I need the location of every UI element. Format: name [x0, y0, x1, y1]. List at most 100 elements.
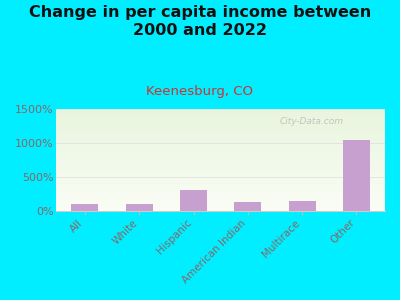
Bar — [71, 204, 98, 211]
Bar — [56, 109, 385, 110]
Text: Change in per capita income between
2000 and 2022: Change in per capita income between 2000… — [29, 4, 371, 38]
Bar — [56, 161, 385, 162]
Bar — [56, 164, 385, 165]
Text: City-Data.com: City-Data.com — [280, 117, 344, 126]
Bar — [56, 208, 385, 209]
Bar — [56, 110, 385, 111]
Bar — [56, 137, 385, 138]
Bar — [56, 142, 385, 143]
Bar — [56, 189, 385, 190]
Bar — [126, 204, 153, 211]
Bar — [56, 202, 385, 203]
Bar — [56, 121, 385, 122]
Bar — [56, 156, 385, 157]
Bar — [56, 143, 385, 144]
Bar — [56, 113, 385, 114]
Bar — [56, 116, 385, 117]
Bar — [56, 130, 385, 131]
Bar — [56, 178, 385, 179]
Bar — [56, 162, 385, 163]
Bar — [56, 140, 385, 141]
Bar — [56, 157, 385, 158]
Bar — [56, 203, 385, 204]
Bar — [56, 207, 385, 208]
Bar — [56, 167, 385, 168]
Bar — [56, 136, 385, 137]
Bar — [56, 159, 385, 160]
Bar — [56, 158, 385, 159]
Bar — [56, 138, 385, 139]
Bar — [56, 151, 385, 152]
Bar — [56, 125, 385, 126]
Bar — [56, 119, 385, 120]
Bar — [56, 187, 385, 188]
Bar — [56, 163, 385, 164]
Bar — [56, 154, 385, 155]
Bar — [56, 186, 385, 187]
Bar — [56, 180, 385, 181]
Bar — [56, 188, 385, 189]
Bar — [56, 129, 385, 130]
Bar — [56, 169, 385, 170]
Bar — [56, 176, 385, 177]
Bar — [56, 112, 385, 113]
Bar — [56, 183, 385, 184]
Bar — [56, 172, 385, 173]
Bar — [56, 185, 385, 186]
Bar — [56, 184, 385, 185]
Bar — [56, 147, 385, 148]
Bar — [56, 150, 385, 151]
Bar — [56, 171, 385, 172]
Bar — [56, 191, 385, 192]
Bar — [56, 115, 385, 116]
Bar — [56, 132, 385, 133]
Bar — [56, 204, 385, 205]
Bar — [56, 177, 385, 178]
Bar — [56, 145, 385, 146]
Bar — [56, 152, 385, 153]
Bar — [56, 148, 385, 149]
Bar — [56, 149, 385, 150]
Bar — [56, 209, 385, 210]
Bar — [56, 120, 385, 121]
Bar — [56, 175, 385, 176]
Bar — [56, 190, 385, 191]
Bar — [288, 200, 316, 211]
Bar — [56, 134, 385, 135]
Bar — [56, 200, 385, 201]
Bar — [56, 117, 385, 118]
Bar — [56, 206, 385, 207]
Bar — [56, 144, 385, 145]
Bar — [56, 114, 385, 115]
Bar — [56, 111, 385, 112]
Bar — [56, 173, 385, 174]
Bar — [56, 131, 385, 132]
Bar — [56, 198, 385, 199]
Bar — [56, 192, 385, 193]
Bar — [56, 133, 385, 134]
Bar — [56, 210, 385, 211]
Bar — [56, 139, 385, 140]
Bar — [234, 202, 262, 211]
Bar — [56, 174, 385, 175]
Bar — [56, 194, 385, 195]
Bar — [56, 118, 385, 119]
Bar — [56, 126, 385, 127]
Bar — [56, 205, 385, 206]
Bar — [56, 123, 385, 124]
Bar — [56, 170, 385, 171]
Bar — [56, 141, 385, 142]
Bar — [56, 199, 385, 200]
Bar — [180, 190, 207, 211]
Bar — [56, 128, 385, 129]
Bar — [56, 168, 385, 169]
Bar — [56, 195, 385, 196]
Bar — [343, 140, 370, 211]
Bar — [56, 181, 385, 182]
Text: Keenesburg, CO: Keenesburg, CO — [146, 85, 254, 98]
Bar — [56, 124, 385, 125]
Bar — [56, 155, 385, 156]
Bar — [56, 193, 385, 194]
Bar — [56, 135, 385, 136]
Bar — [56, 160, 385, 161]
